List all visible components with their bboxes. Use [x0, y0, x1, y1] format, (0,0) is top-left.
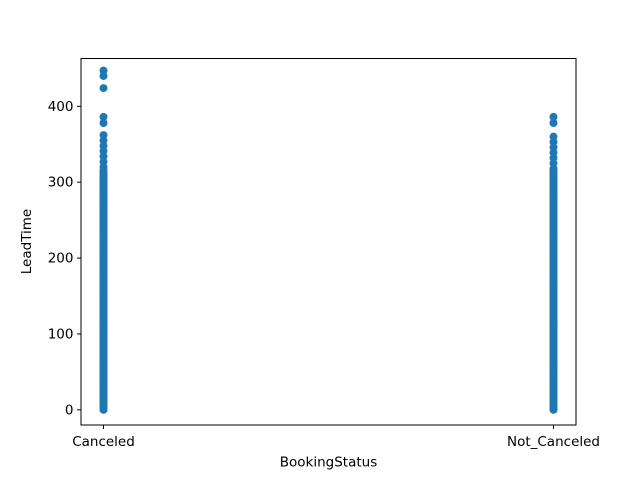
data-point	[99, 112, 108, 121]
scatter-points	[99, 66, 558, 414]
y-tick-label: 400	[48, 99, 74, 115]
data-point	[549, 118, 558, 127]
data-point	[549, 112, 558, 121]
data-point	[99, 166, 108, 175]
x-tick-label: Not_Canceled	[507, 434, 600, 450]
y-tick-label: 0	[65, 402, 74, 418]
data-point	[99, 118, 108, 127]
x-axis-label: BookingStatus	[280, 455, 378, 471]
data-point	[549, 164, 558, 173]
y-tick-label: 100	[48, 326, 74, 342]
axes: 0 100 200 300 400 Canceled Not_Canceled	[48, 58, 600, 450]
y-axis-label: LeadTime	[19, 209, 35, 274]
plot-border	[80, 58, 577, 426]
data-point	[99, 84, 108, 93]
data-point	[99, 71, 108, 80]
x-tick-label: Canceled	[72, 434, 135, 450]
y-tick-label: 300	[48, 175, 74, 191]
y-tick-label: 200	[48, 251, 74, 267]
